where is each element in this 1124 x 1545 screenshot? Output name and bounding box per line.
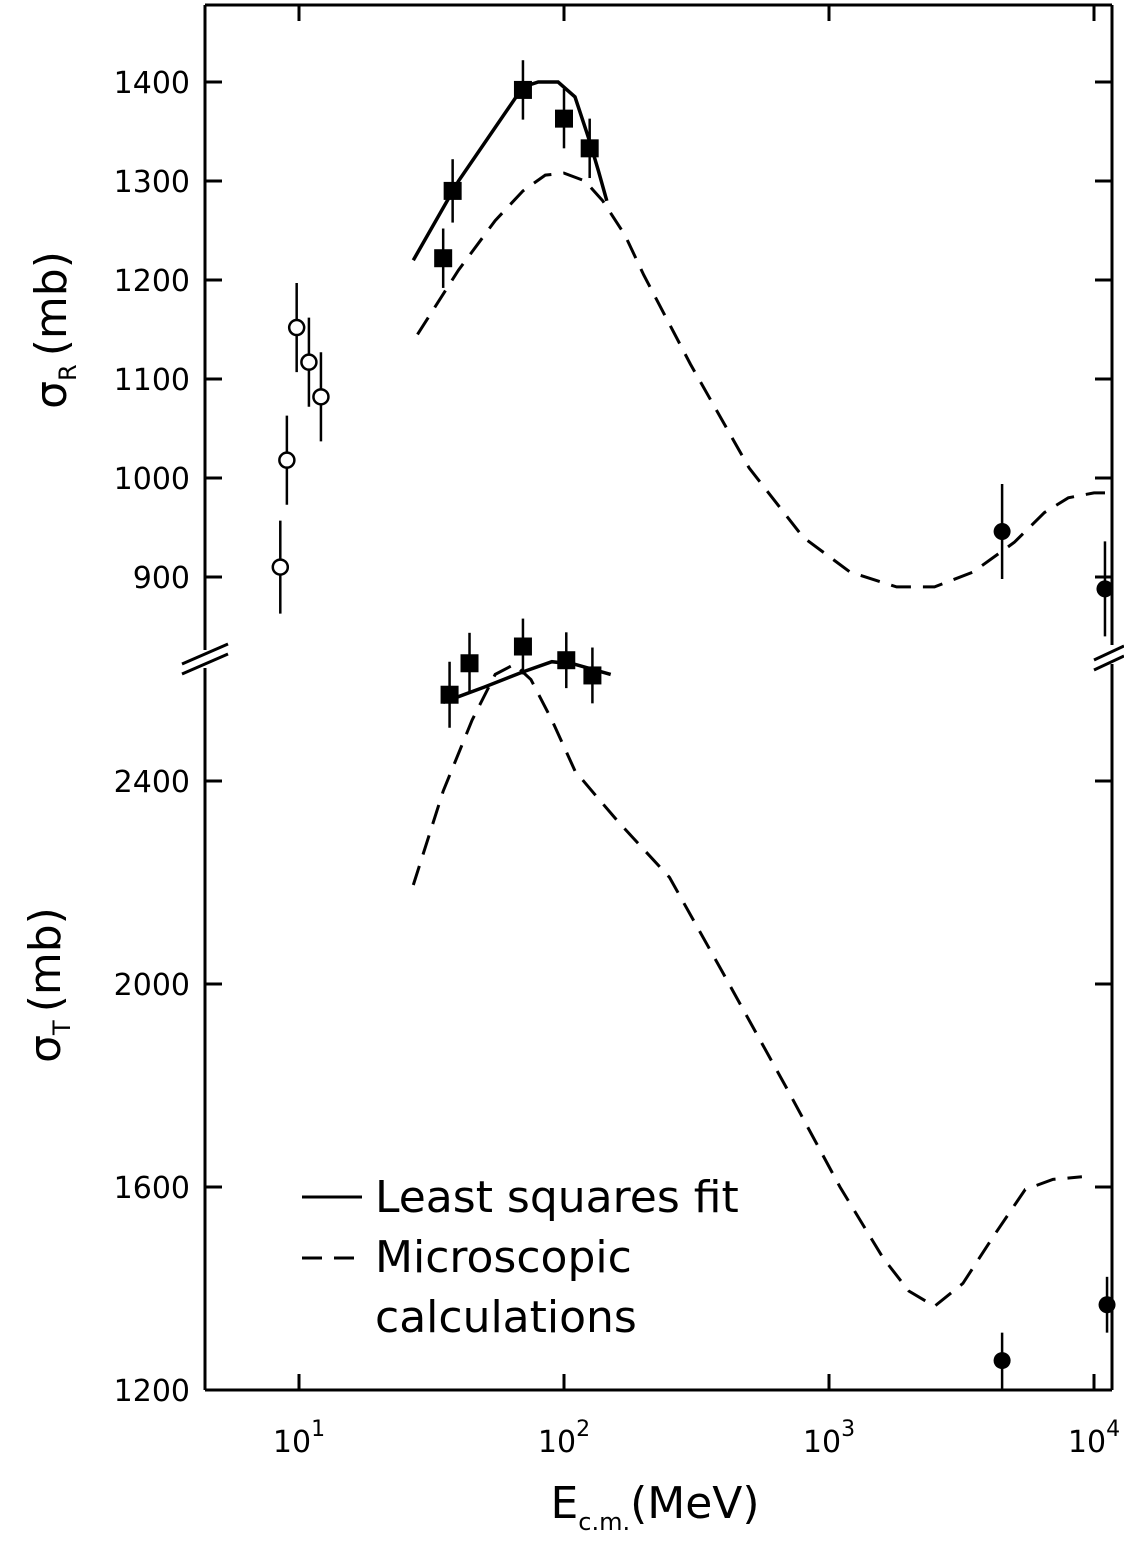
data-point-square: [557, 651, 576, 670]
x-tick-label: 101: [273, 1417, 325, 1460]
microscopic-curve: [416, 171, 1105, 589]
x-tick-label: 103: [803, 1417, 855, 1460]
least-squares-curve: [411, 80, 609, 262]
x-tick-label: 104: [1068, 1417, 1120, 1460]
y-tick-label: 1200: [114, 1374, 190, 1409]
data-point-square: [513, 637, 532, 656]
least-squares-curve: [442, 659, 612, 704]
data-point-open-circle: [312, 388, 330, 406]
y-tick-label: 1600: [114, 1171, 190, 1206]
y-tick-label: 1100: [114, 363, 190, 398]
y-axis-title-sigma-t: σT(mb): [20, 907, 76, 1063]
microscopic-curve: [411, 662, 1083, 1309]
data-points: [271, 60, 1116, 1389]
y-tick-label: 1400: [114, 66, 190, 101]
plot-frame: [181, 3, 1124, 1392]
legend: Least squares fit Microscopic calculatio…: [302, 1172, 739, 1343]
data-point-filled-circle: [993, 1352, 1011, 1370]
data-point-square: [580, 139, 599, 158]
legend-label-calculations: calculations: [375, 1292, 637, 1343]
data-point-square: [555, 109, 573, 128]
curves: [411, 80, 1105, 1309]
data-point-square: [583, 666, 602, 685]
y-tick-label: 1000: [114, 462, 190, 497]
y-tick-label: 2000: [114, 968, 190, 1003]
axis-break-left-1: [181, 642, 229, 666]
data-point-open-circle: [271, 558, 290, 576]
data-point-square: [434, 249, 453, 268]
y-tick-label: 900: [133, 561, 190, 596]
data-point-filled-circle: [1096, 580, 1114, 598]
x-axis-title: Ec.m.(MeV): [550, 1478, 759, 1536]
y-tick-label: 1200: [114, 264, 190, 299]
data-point-filled-circle: [993, 522, 1011, 540]
data-point-square: [460, 654, 479, 673]
data-point-square: [513, 80, 532, 99]
data-point-square: [440, 685, 459, 704]
axis-break-right-2: [1093, 654, 1124, 672]
data-point-open-circle: [287, 318, 306, 337]
x-tick-label: 102: [538, 1417, 590, 1460]
data-point-square: [443, 181, 462, 200]
data-point-filled-circle: [1098, 1296, 1116, 1314]
y-tick-label: 2400: [114, 765, 190, 800]
axis-break-left-2: [181, 652, 229, 676]
y-tick-label: 1300: [114, 165, 190, 200]
x-axis-ticks: 101 102 103 104: [273, 5, 1120, 1460]
data-point-open-circle: [278, 451, 296, 469]
y-axis-title-sigma-r: σR(mb): [26, 251, 82, 409]
data-point-open-circle: [300, 353, 318, 371]
axis-break-right-1: [1093, 644, 1124, 662]
legend-label-least-squares: Least squares fit: [375, 1172, 739, 1223]
legend-label-microscopic: Microscopic: [375, 1232, 632, 1283]
y-axis-ticks: 900 1000 1100 1200 1300 1400 1200 1600 2000 2400: [114, 66, 1112, 1409]
